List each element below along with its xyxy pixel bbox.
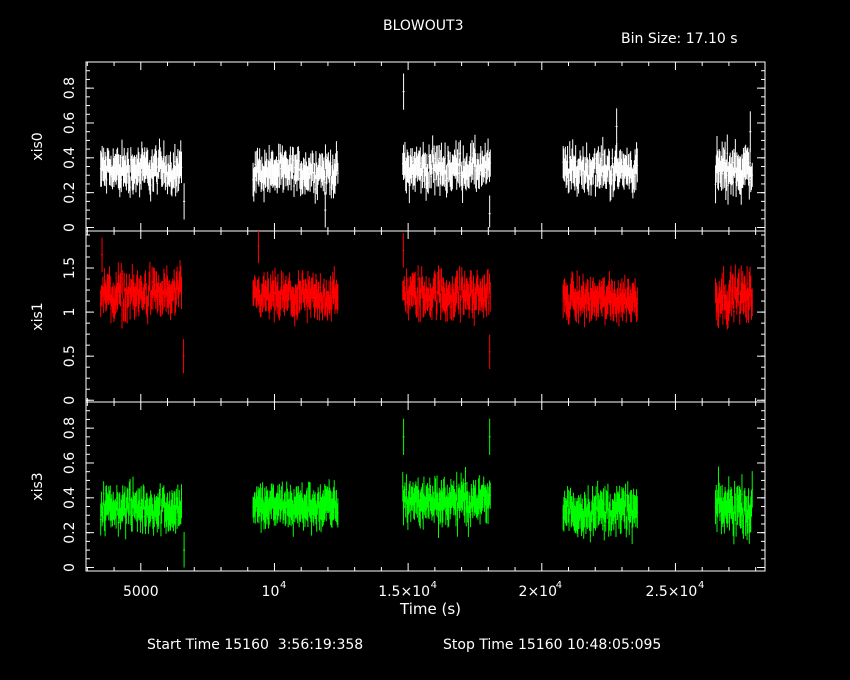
series-xis0 xyxy=(99,73,754,228)
series-xis3 xyxy=(99,418,754,568)
panel-frame-xis0 xyxy=(85,61,766,232)
y-tick-label-xis3: 0.6 xyxy=(62,452,78,474)
start-time-label: Start Time 15160 3:56:19:358 xyxy=(147,637,364,653)
y-tick-label-xis0: 0.6 xyxy=(62,112,78,134)
y-tick-label-xis1: 0 xyxy=(62,396,78,405)
y-tick-label-xis1: 0.5 xyxy=(62,345,78,367)
x-tick-label: 2×10 xyxy=(519,584,557,600)
series-xis1 xyxy=(99,231,754,374)
y-tick-label-xis3: 0 xyxy=(62,563,78,572)
y-axis-label-xis0: xis0 xyxy=(30,132,46,160)
y-tick-label-xis0: 0.2 xyxy=(62,182,78,204)
panel-frame-xis3 xyxy=(85,401,766,572)
y-tick-label-xis1: 1 xyxy=(62,308,78,317)
x-tick-exponent: 4 xyxy=(431,580,437,591)
x-tick-label: 2.5×10 xyxy=(646,584,698,600)
y-tick-label-xis3: 0.2 xyxy=(62,522,78,544)
panel-frame-xis1 xyxy=(85,230,766,403)
x-tick-exponent: 4 xyxy=(556,580,562,591)
x-tick-label: 1.5×10 xyxy=(378,584,430,600)
stop-time-label: Stop Time 15160 10:48:05:095 xyxy=(443,637,662,653)
chart-title: BLOWOUT3 xyxy=(383,18,464,34)
x-axis-label: Time (s) xyxy=(399,600,461,618)
y-tick-label-xis0: 0.4 xyxy=(62,147,78,169)
x-tick-label: 10 xyxy=(262,584,280,600)
y-tick-label-xis3: 0.4 xyxy=(62,487,78,509)
y-axis-label-xis3: xis3 xyxy=(30,472,46,500)
y-tick-label-xis0: 0.8 xyxy=(62,77,78,99)
x-tick-exponent: 4 xyxy=(698,580,704,591)
y-tick-label-xis1: 1.5 xyxy=(62,257,78,279)
y-tick-label-xis0: 0 xyxy=(62,223,78,232)
bin-size-label: Bin Size: 17.10 s xyxy=(621,31,738,47)
y-axis-label-xis1: xis1 xyxy=(30,302,46,330)
x-tick-label: 5000 xyxy=(123,584,159,600)
x-tick-exponent: 4 xyxy=(280,580,286,591)
y-tick-label-xis3: 0.8 xyxy=(62,417,78,439)
